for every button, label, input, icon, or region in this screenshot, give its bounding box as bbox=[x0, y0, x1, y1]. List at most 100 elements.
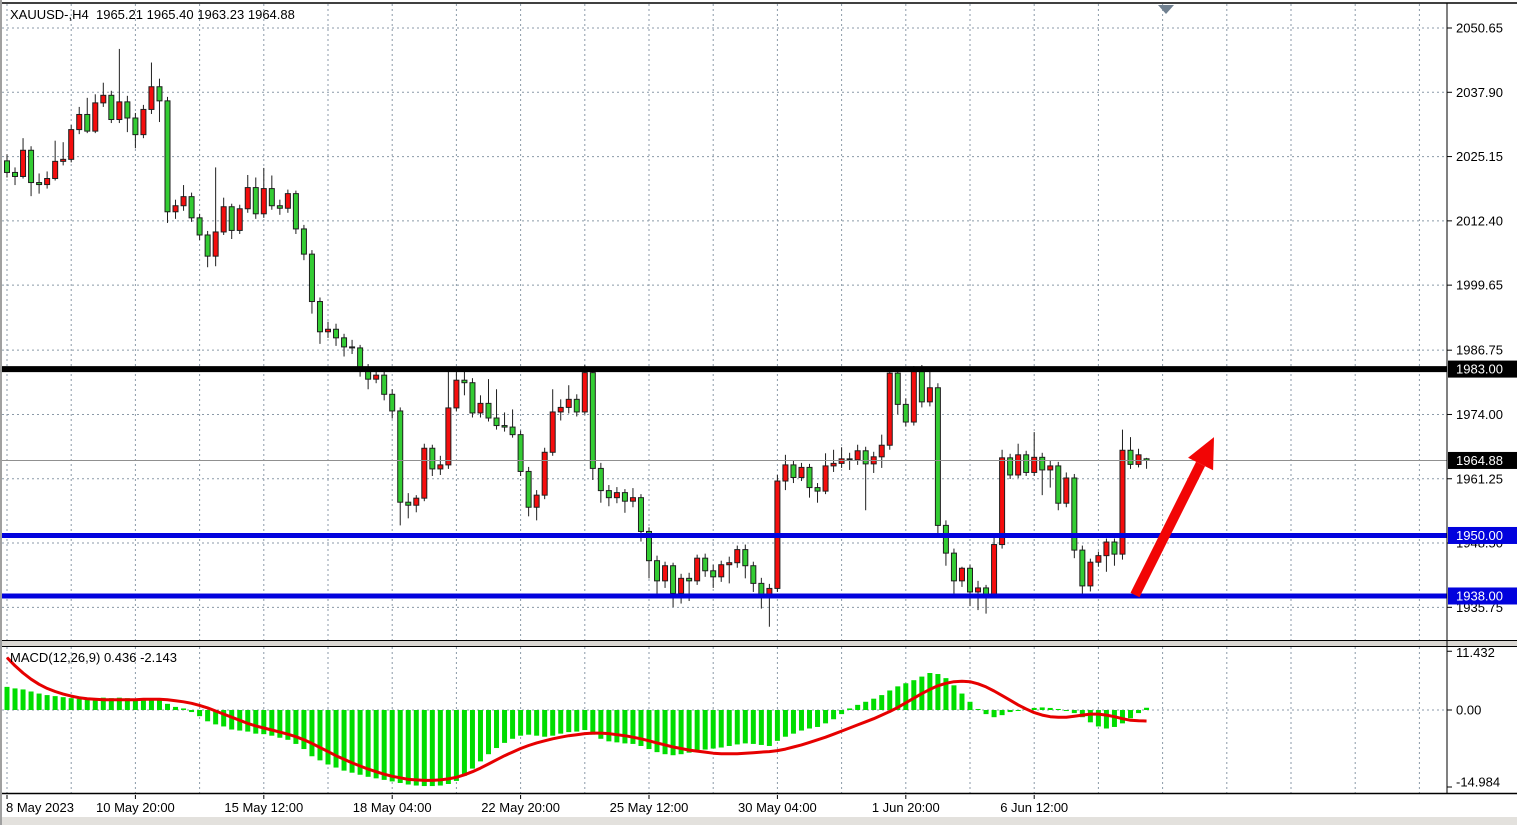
price-tick-label: 1986.75 bbox=[1456, 343, 1503, 358]
ohlc-low: 1963.23 bbox=[197, 7, 245, 22]
macd-histogram-bar bbox=[742, 710, 748, 744]
candle bbox=[1079, 545, 1086, 595]
candle-body bbox=[461, 379, 468, 384]
candle bbox=[862, 446, 869, 511]
macd-histogram-bar bbox=[365, 710, 371, 777]
trend-arrow-shaft[interactable] bbox=[1130, 461, 1206, 598]
candle bbox=[60, 142, 67, 166]
macd-histogram-bar bbox=[277, 710, 283, 738]
candle bbox=[132, 112, 139, 149]
macd-histogram-bar bbox=[959, 693, 965, 710]
candle-body bbox=[116, 101, 123, 121]
candle bbox=[308, 250, 315, 314]
candle-body bbox=[525, 470, 532, 508]
candle bbox=[517, 430, 524, 476]
candle bbox=[108, 90, 115, 124]
candle-body bbox=[308, 253, 315, 303]
candle bbox=[950, 548, 957, 594]
candle bbox=[405, 493, 412, 519]
price-level-badge-label: 1964.88 bbox=[1456, 453, 1503, 468]
candle-body bbox=[1079, 549, 1086, 587]
candle-body bbox=[325, 328, 331, 333]
candle bbox=[670, 562, 677, 608]
macd-histogram-bar bbox=[333, 710, 339, 768]
candle-body bbox=[124, 101, 131, 119]
candle bbox=[790, 460, 797, 484]
macd-histogram-bar bbox=[92, 698, 98, 710]
macd-histogram-bar bbox=[325, 710, 331, 765]
macd-histogram-bar bbox=[582, 710, 588, 731]
candle bbox=[36, 173, 43, 194]
candle bbox=[1039, 452, 1046, 496]
candle-body bbox=[846, 458, 853, 461]
candle-body bbox=[1119, 449, 1126, 555]
macd-histogram-bar bbox=[1087, 710, 1093, 723]
candle-body bbox=[260, 188, 267, 215]
candle bbox=[581, 365, 588, 415]
macd-histogram-bar bbox=[654, 710, 660, 753]
candle bbox=[846, 452, 853, 470]
macd-histogram-bar bbox=[895, 686, 901, 710]
price-level-badge bbox=[1448, 360, 1517, 378]
candle bbox=[589, 369, 596, 481]
candle-body bbox=[1087, 561, 1094, 587]
candle bbox=[20, 138, 27, 179]
price-tick-label: 1974.00 bbox=[1456, 407, 1503, 422]
candle bbox=[613, 487, 620, 504]
price-level-badge bbox=[1448, 587, 1517, 605]
macd-histogram-bar bbox=[461, 710, 467, 776]
price-level-badge bbox=[1448, 451, 1517, 469]
macd-histogram-bar bbox=[839, 710, 845, 715]
candle bbox=[260, 167, 267, 218]
candle bbox=[999, 449, 1006, 549]
candle-body bbox=[1135, 454, 1142, 465]
panel-divider[interactable] bbox=[2, 641, 1517, 646]
candle-body bbox=[501, 425, 508, 428]
candle-body bbox=[477, 402, 484, 414]
macd-histogram-bar bbox=[774, 710, 780, 741]
candle bbox=[116, 48, 123, 124]
candle bbox=[902, 398, 909, 427]
candle-body bbox=[854, 450, 861, 461]
candle-body bbox=[646, 530, 652, 562]
candle-body bbox=[1111, 541, 1118, 555]
candle-body bbox=[886, 372, 893, 446]
candle-body bbox=[389, 393, 396, 412]
candle-body bbox=[830, 462, 837, 467]
trend-arrow-head[interactable] bbox=[1188, 437, 1214, 471]
candle bbox=[549, 389, 556, 456]
candle-body bbox=[975, 587, 982, 593]
candle bbox=[413, 495, 420, 513]
candle-body bbox=[629, 497, 636, 502]
macd-histogram-bar bbox=[1136, 710, 1142, 714]
candle bbox=[172, 199, 179, 219]
candle-body bbox=[68, 129, 75, 160]
macd-histogram-bar bbox=[734, 710, 740, 745]
macd-histogram-bar bbox=[261, 710, 267, 735]
candle-body bbox=[228, 206, 235, 231]
candle-body bbox=[822, 465, 829, 492]
candle bbox=[838, 447, 845, 468]
macd-histogram-bar bbox=[301, 710, 307, 750]
candle bbox=[798, 462, 805, 482]
macd-name: MACD(12,26,9) bbox=[10, 650, 101, 665]
macd-histogram-bar bbox=[855, 704, 861, 710]
time-tick-label: 18 May 04:00 bbox=[353, 800, 432, 815]
macd-signal-line bbox=[5, 656, 1147, 782]
macd-histogram-bar bbox=[156, 700, 162, 710]
trend-arrow[interactable] bbox=[1130, 437, 1214, 598]
chart-shift-marker-icon[interactable] bbox=[1158, 5, 1174, 14]
macd-histogram-bar bbox=[429, 710, 435, 787]
candle bbox=[886, 367, 893, 450]
time-axis[interactable]: 8 May 2023 10 May 20:00 15 May 12:00 18 May… bbox=[6, 795, 1068, 815]
macd-histogram-bar bbox=[1015, 710, 1021, 711]
price-axis[interactable]: 2050.65 2037.90 2025.15 2012.40 1999.65 1986.… bbox=[1447, 21, 1517, 790]
candle-body bbox=[236, 208, 243, 231]
candle bbox=[1087, 558, 1094, 592]
macd-histogram-bar bbox=[477, 710, 483, 762]
macd-tick-label: 0.00 bbox=[1456, 703, 1481, 718]
candle-body bbox=[589, 372, 596, 469]
candle bbox=[718, 560, 725, 582]
macd-histogram-bar bbox=[1119, 710, 1125, 724]
